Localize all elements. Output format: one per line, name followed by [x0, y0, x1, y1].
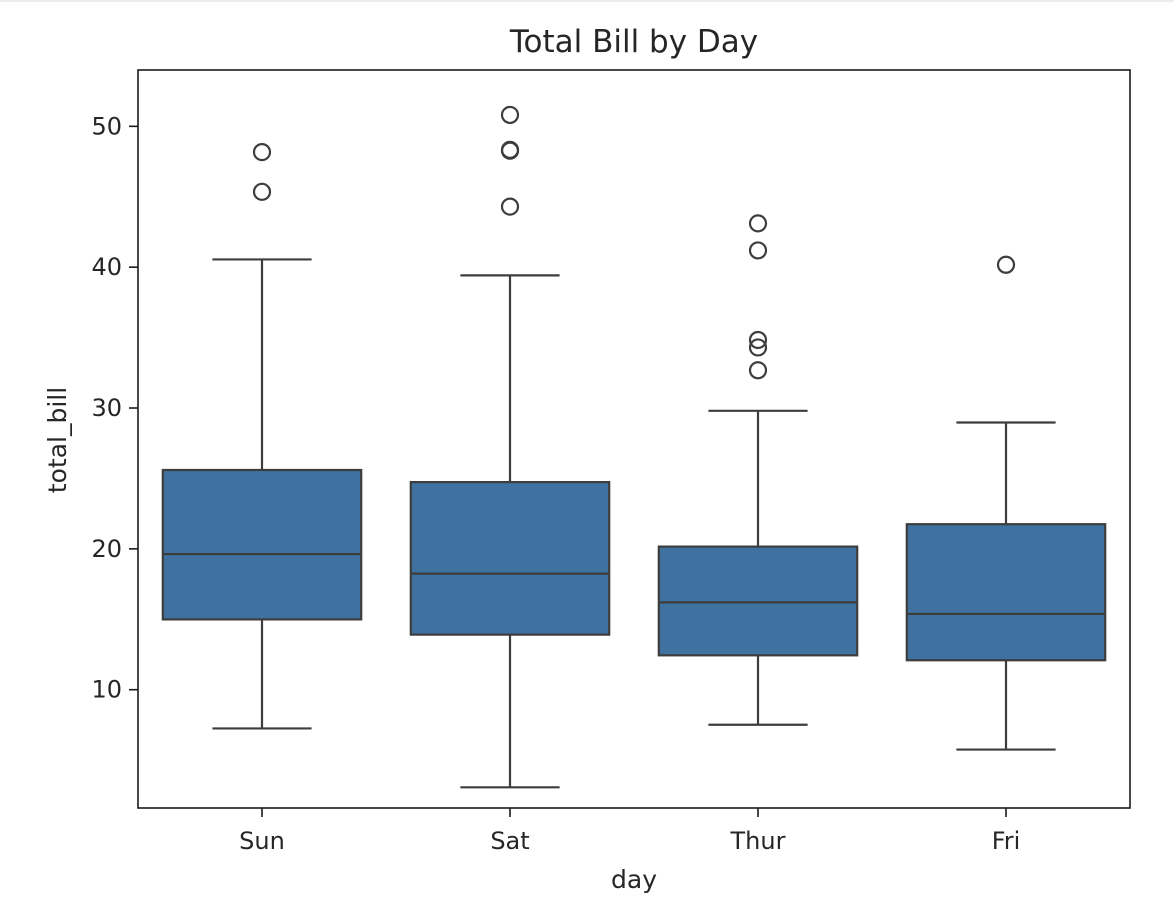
outlier-point-sat [500, 197, 520, 216]
y-tick-label: 10 [91, 676, 122, 704]
box-sat [409, 480, 611, 636]
y-tick-label: 50 [91, 112, 122, 140]
x-tick-label: Fri [992, 827, 1021, 855]
box-sun [161, 468, 363, 621]
box-thur [657, 545, 859, 657]
outlier-point-sat [500, 140, 520, 159]
y-tick-label: 20 [91, 535, 122, 563]
outlier-point-sun [252, 143, 272, 162]
box-group-fri [905, 255, 1107, 751]
outlier-point-sat [500, 105, 520, 125]
outlier-point-thur [748, 361, 768, 380]
box-group-sat [409, 105, 611, 789]
y-tick-label: 30 [91, 394, 122, 422]
y-tick-label: 40 [91, 253, 122, 281]
outlier-point-fri [996, 255, 1016, 274]
y-axis: 10 20 30 40 50 [91, 112, 138, 704]
x-tick-label: Sat [490, 827, 529, 855]
box-group-sun [161, 143, 363, 730]
x-axis: Sun Sat Thur Fri [239, 808, 1020, 855]
box-group-thur [657, 214, 859, 726]
outlier-point-sun [252, 182, 272, 201]
x-tick-label: Sun [239, 827, 285, 855]
y-axis-label: total_bill [43, 387, 72, 493]
outlier-point-thur [748, 241, 768, 260]
plot-frame [137, 69, 1131, 809]
plot-area [161, 105, 1107, 789]
outlier-point-thur [748, 330, 768, 350]
box-fri [905, 523, 1107, 662]
x-tick-label: Thur [730, 827, 786, 855]
x-axis-label: day [611, 865, 657, 894]
outlier-point-thur [748, 214, 768, 233]
chart-title: Total Bill by Day [509, 24, 758, 60]
outlier-point-thur [748, 338, 768, 357]
